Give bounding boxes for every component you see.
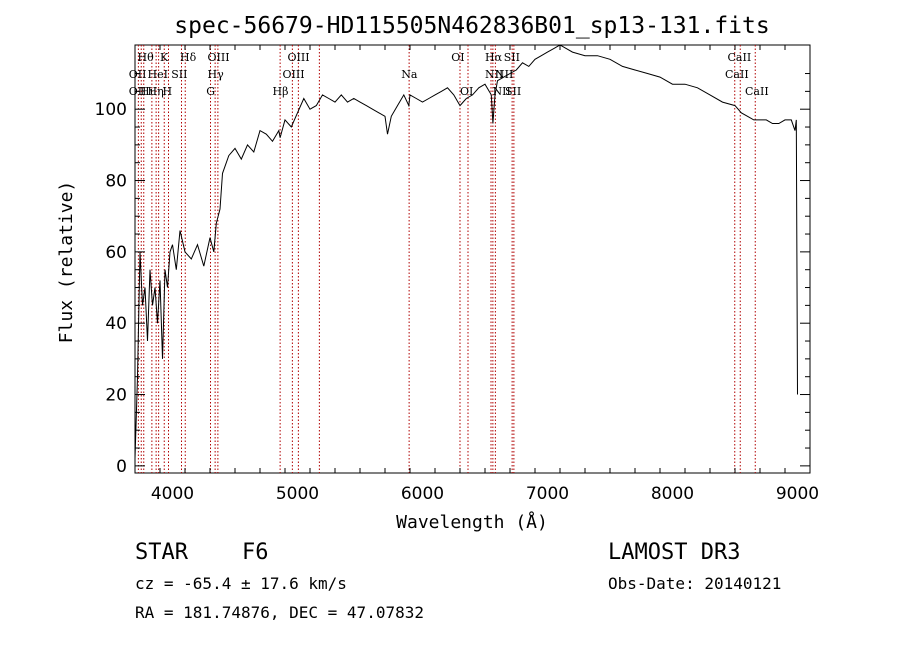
- emission-line-label: Hθ: [138, 51, 155, 64]
- emission-line-label: Na: [401, 68, 418, 81]
- object-subclass: F6: [242, 540, 269, 565]
- emission-line-label: SII: [171, 68, 187, 81]
- coordinates: RA = 181.74876, DEC = 47.07832: [135, 603, 424, 622]
- y-tick-label: 40: [105, 314, 127, 334]
- x-tick-label: 5000: [276, 484, 319, 504]
- emission-line-label: G: [206, 85, 215, 98]
- spectrum-line: [134, 44, 798, 459]
- emission-line-label: SII: [504, 51, 520, 64]
- y-tick-label: 80: [105, 172, 127, 192]
- object-class: STAR: [135, 540, 188, 565]
- y-axis-label: Flux (relative): [56, 181, 77, 344]
- y-tick-label: 0: [116, 457, 127, 477]
- y-tick-label: 100: [95, 100, 127, 120]
- emission-line-label: NII: [485, 68, 503, 81]
- emission-line-label: OI: [460, 85, 473, 98]
- emission-line-label: Hγ: [208, 68, 225, 81]
- y-tick-label: 60: [105, 243, 127, 263]
- y-tick-label: 20: [105, 386, 127, 406]
- x-axis-ticks: 4000 5000 6000 7000 8000 9000: [134, 45, 819, 504]
- x-tick-label: 9000: [776, 484, 819, 504]
- emission-line-label: NII: [493, 85, 511, 98]
- emission-line-label: Hβ: [273, 85, 289, 98]
- spectrum-chart: spec-56679-HD115505N462836B01_sp13-131.f…: [56, 13, 819, 533]
- x-tick-label: 8000: [651, 484, 694, 504]
- emission-line-label: OII: [129, 68, 147, 81]
- emission-line-label: Hη: [148, 85, 164, 98]
- emission-line-markers: [137, 45, 756, 473]
- emission-line-label: Hι: [140, 85, 154, 98]
- emission-line-label: CaII: [725, 68, 749, 81]
- emission-line-label: SII: [505, 85, 521, 98]
- obs-date: Obs-Date: 20140121: [608, 574, 782, 593]
- x-axis-label: Wavelength (Å): [396, 511, 548, 533]
- x-tick-label: 4000: [151, 484, 194, 504]
- chart-title: spec-56679-HD115505N462836B01_sp13-131.f…: [174, 13, 769, 39]
- emission-line-label: NII: [495, 68, 513, 81]
- plot-frame: [134, 44, 811, 474]
- emission-line-label: OI: [451, 51, 464, 64]
- emission-line-label: OIII: [283, 68, 305, 81]
- emission-line-label: H: [163, 85, 173, 98]
- redshift-readout: cz = -65.4 ± 17.6 km/s: [135, 574, 347, 593]
- emission-line-label: Hα: [485, 51, 503, 64]
- emission-line-label: CaII: [745, 85, 769, 98]
- emission-line-label: OIII: [288, 51, 310, 64]
- survey-name: LAMOST DR3: [608, 540, 741, 565]
- x-tick-label: 6000: [401, 484, 444, 504]
- x-tick-label: 7000: [526, 484, 569, 504]
- emission-line-label: CaII: [728, 51, 752, 64]
- emission-line-label: K: [160, 51, 169, 64]
- emission-line-label: HeI: [148, 68, 168, 81]
- emission-line-label: OIII: [208, 51, 230, 64]
- y-axis-ticks: 0 20 40 60 80 100: [95, 73, 810, 477]
- emission-line-label: Hδ: [180, 51, 197, 64]
